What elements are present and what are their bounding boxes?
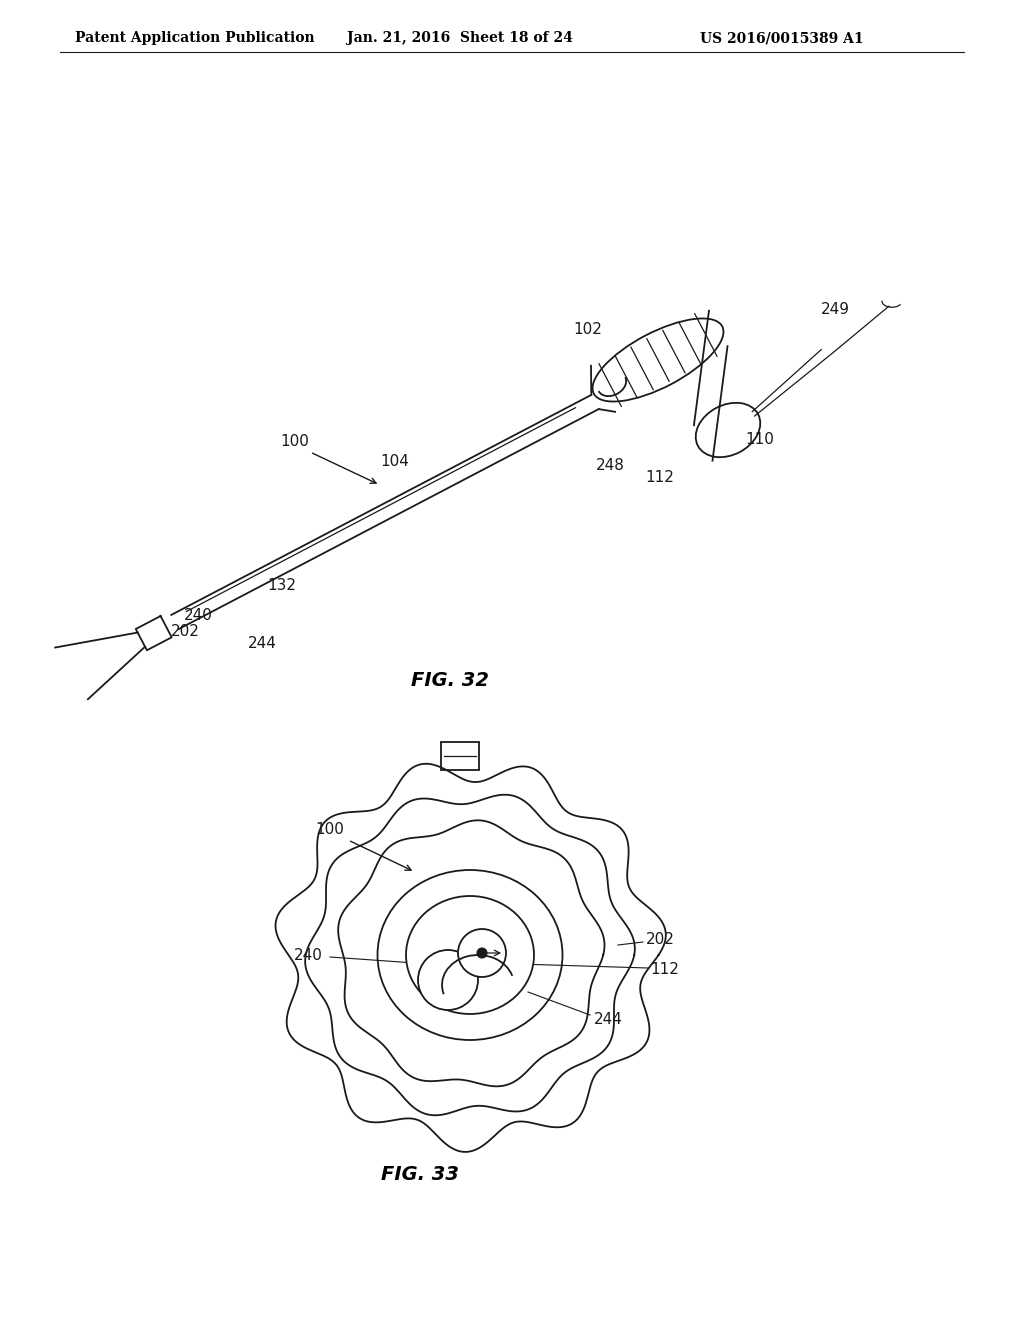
Circle shape (418, 950, 478, 1010)
Text: 202: 202 (171, 624, 200, 639)
Text: 112: 112 (645, 470, 675, 484)
Text: Patent Application Publication: Patent Application Publication (75, 30, 314, 45)
Ellipse shape (695, 403, 760, 457)
Text: 112: 112 (650, 962, 680, 978)
Text: 100: 100 (315, 822, 344, 837)
Text: 240: 240 (183, 607, 212, 623)
Text: FIG. 32: FIG. 32 (411, 671, 489, 689)
Text: 132: 132 (267, 578, 297, 593)
Circle shape (477, 948, 487, 958)
Text: 102: 102 (573, 322, 602, 338)
Circle shape (458, 929, 506, 977)
Text: 100: 100 (281, 434, 309, 450)
Text: 244: 244 (248, 636, 276, 652)
Text: 244: 244 (594, 1012, 623, 1027)
Text: 202: 202 (645, 932, 675, 948)
Text: 240: 240 (294, 948, 323, 962)
Text: FIG. 33: FIG. 33 (381, 1166, 459, 1184)
Ellipse shape (406, 896, 534, 1014)
Ellipse shape (593, 318, 724, 401)
Text: 110: 110 (745, 433, 774, 447)
Text: 249: 249 (820, 302, 850, 318)
Text: 104: 104 (381, 454, 410, 470)
Text: Jan. 21, 2016  Sheet 18 of 24: Jan. 21, 2016 Sheet 18 of 24 (347, 30, 573, 45)
Text: US 2016/0015389 A1: US 2016/0015389 A1 (700, 30, 863, 45)
Text: 248: 248 (596, 458, 625, 473)
